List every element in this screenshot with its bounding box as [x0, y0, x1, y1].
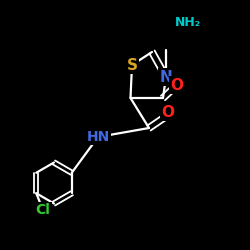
Text: NH₂: NH₂	[175, 16, 201, 30]
Text: HN: HN	[86, 130, 110, 144]
Text: Cl: Cl	[36, 203, 51, 217]
Text: O: O	[162, 105, 174, 120]
Text: O: O	[170, 78, 183, 92]
Text: S: S	[126, 58, 138, 72]
Text: N: N	[160, 70, 172, 84]
